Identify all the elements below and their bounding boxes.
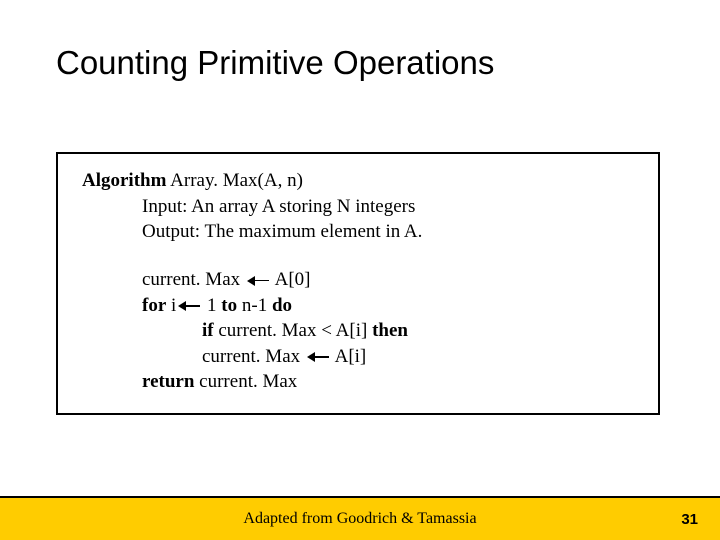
algo-line-2: for i 1 to n-1 do (82, 293, 634, 319)
text: 1 (202, 295, 221, 316)
algo-header: Algorithm Array. Max(A, n) (82, 168, 634, 194)
algo-line-1: current. Max A[0] (82, 267, 634, 293)
algo-line-3: if current. Max < A[i] then (82, 318, 634, 344)
keyword-for: for (142, 295, 166, 316)
left-arrow-icon (307, 352, 329, 362)
text: current. Max < A[i] (214, 320, 372, 341)
algo-line-4: current. Max A[i] (82, 344, 634, 370)
keyword-then: then (372, 320, 408, 341)
algo-signature: Array. Max(A, n) (166, 170, 302, 191)
text: current. Max (194, 371, 297, 392)
left-arrow-icon (178, 301, 200, 311)
text: i (166, 295, 176, 316)
algo-input: Input: An array A storing N integers (82, 194, 634, 220)
keyword-algorithm: Algorithm (82, 170, 166, 191)
keyword-to: to (221, 295, 237, 316)
keyword-if: if (202, 320, 214, 341)
footer-credit: Adapted from Goodrich & Tamassia (0, 510, 720, 528)
text: current. Max (142, 269, 245, 290)
text: A[0] (271, 269, 311, 290)
slide-title: Counting Primitive Operations (56, 44, 494, 82)
algorithm-box: Algorithm Array. Max(A, n) Input: An arr… (56, 152, 660, 415)
text: n-1 (237, 295, 272, 316)
left-arrow-icon (247, 276, 269, 286)
text: A[i] (331, 346, 366, 367)
algo-output: Output: The maximum element in A. (82, 219, 634, 245)
algo-line-5: return current. Max (82, 369, 634, 395)
keyword-do: do (272, 295, 292, 316)
keyword-return: return (142, 371, 194, 392)
text: current. Max (202, 346, 305, 367)
blank-line (82, 245, 634, 267)
page-number: 31 (681, 511, 698, 528)
slide: Counting Primitive Operations Algorithm … (0, 0, 720, 540)
